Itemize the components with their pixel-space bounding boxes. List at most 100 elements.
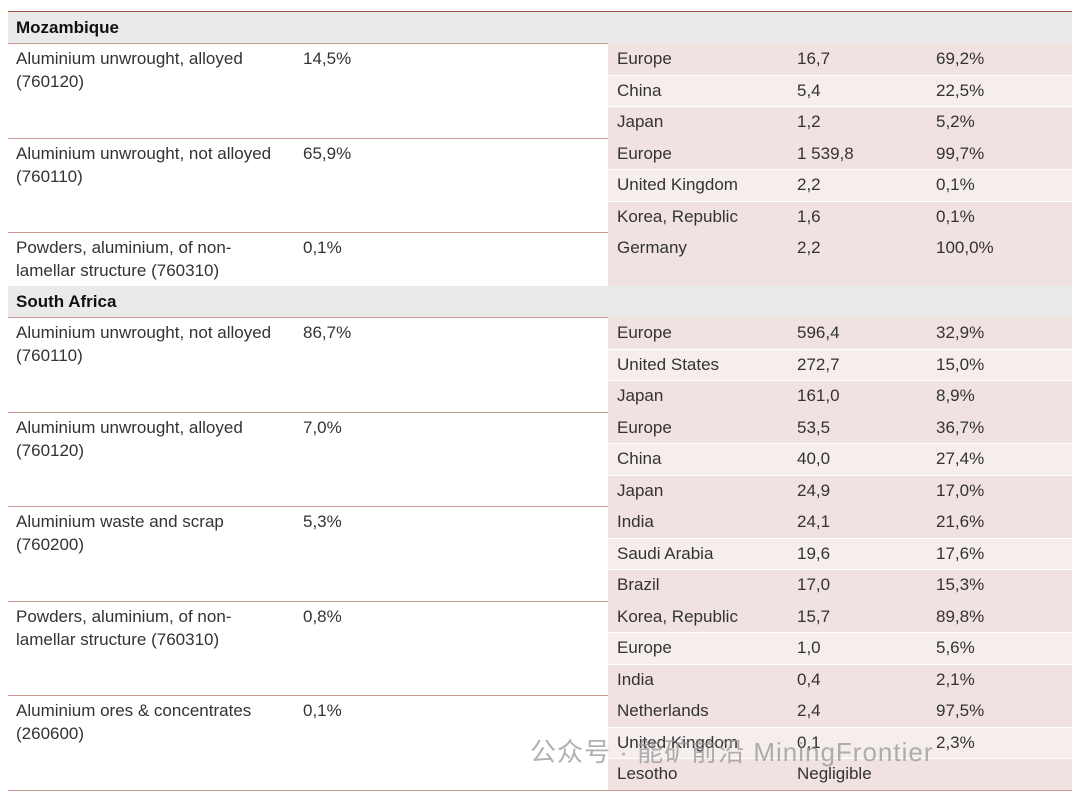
country: Japan [617,480,664,500]
destination-row [608,317,1072,349]
section-header [8,286,1072,317]
product: Aluminium unwrought, alloyed (760120) [16,417,243,460]
destination-row [608,137,1072,169]
destination-share: 69,2% [936,49,985,68]
section-header [8,12,1072,43]
value: 161,0 [797,386,840,405]
product: Aluminium unwrought, not alloyed (760110… [16,143,272,186]
destination-row [608,411,1072,443]
destination-row [608,200,1072,232]
value: 2,4 [797,701,821,720]
destination-row [608,169,1072,201]
value: 5,4 [797,80,821,100]
value: 1,2 [797,112,821,131]
destination-row [608,537,1072,569]
product: Powders, aluminium, of non-lamellar stru… [16,238,232,280]
value: 1 539,8 [797,143,854,163]
rule [8,695,1072,696]
destination-share: 27,4% [936,449,985,468]
destination-share: 2,1% [936,669,975,689]
rule [8,789,1072,791]
value: 19,6 [797,543,831,563]
product-share: 0,1% [303,238,342,257]
value: 2,2 [797,238,821,257]
product: Aluminium ores & concentrates (260600) [16,701,252,743]
country: Saudi Arabia [617,543,714,563]
destination-row [608,348,1072,380]
country: Europe [617,143,672,163]
country: China [617,449,662,468]
watermark: 公众号 · 能矿前沿 MiningFrontier [530,737,934,767]
value: 16,7 [797,49,831,68]
product-share: 5,3% [303,512,342,531]
value: 1,6 [797,206,821,226]
destination-share: 15,3% [936,575,985,594]
product-share: 14,5% [303,49,352,68]
value: 53,5 [797,417,831,437]
destination-row [608,74,1072,106]
rule [8,232,1072,233]
destination-row [608,569,1072,601]
destination-share: 5,6% [936,638,975,657]
country: Europe [617,323,672,342]
destination-row [608,443,1072,475]
product: Powders, aluminium, of non-lamellar stru… [16,606,232,649]
value: 1,0 [797,638,821,657]
product-share: 7,0% [303,417,342,437]
value: 596,4 [797,323,840,342]
country: Korea, Republic [617,206,738,226]
rule [8,600,1072,602]
country: Japan [617,386,664,405]
value: Negligible [797,764,872,783]
destination-row [608,43,1072,75]
country: Europe [617,49,672,68]
section-title: Mozambique [16,18,119,37]
destination-share: 5,2% [936,112,975,131]
value: 15,7 [797,606,831,626]
destination-row [608,663,1072,695]
country: Europe [617,417,672,437]
country: United Kingdom [617,175,738,194]
value: 0,4 [797,669,821,689]
destination-share: 2,3% [936,732,975,752]
destination-share: 99,7% [936,143,985,163]
value: 17,0 [797,575,831,594]
destination-share: 36,7% [936,417,985,437]
country: Japan [617,112,664,131]
product-share: 0,1% [303,701,342,720]
destination-share: 100,0% [936,238,994,257]
destination-row [608,632,1072,664]
value: 2,2 [797,175,821,194]
destination-row [608,232,1072,286]
destination-row [608,695,1072,727]
destination-row [608,758,1072,790]
country: Korea, Republic [617,606,738,626]
destination-share: 17,6% [936,543,985,563]
country: India [617,669,654,689]
rule [8,506,1072,507]
destination-share: 0,1% [936,175,975,194]
destination-row [608,474,1072,506]
rule [8,43,1072,44]
destination-share: 21,6% [936,512,985,531]
destination-share: 97,5% [936,701,985,720]
country: Netherlands [617,701,709,720]
product-share: 65,9% [303,143,352,163]
value: 0,1 [797,732,821,752]
product: Aluminium waste and scrap (760200) [16,512,224,554]
destination-share: 8,9% [936,386,975,405]
destination-row [608,106,1072,138]
rule [8,317,1072,318]
product: Aluminium unwrought, not alloyed (760110… [16,323,272,365]
rule [8,411,1072,413]
destination-share: 22,5% [936,80,985,100]
value: 272,7 [797,354,840,374]
destination-row [608,726,1072,758]
destination-share: 32,9% [936,323,985,342]
country: India [617,512,654,531]
product: Aluminium unwrought, alloyed (760120) [16,49,243,91]
product-share: 0,8% [303,606,342,626]
country: Lesotho [617,764,678,783]
country: Brazil [617,575,660,594]
